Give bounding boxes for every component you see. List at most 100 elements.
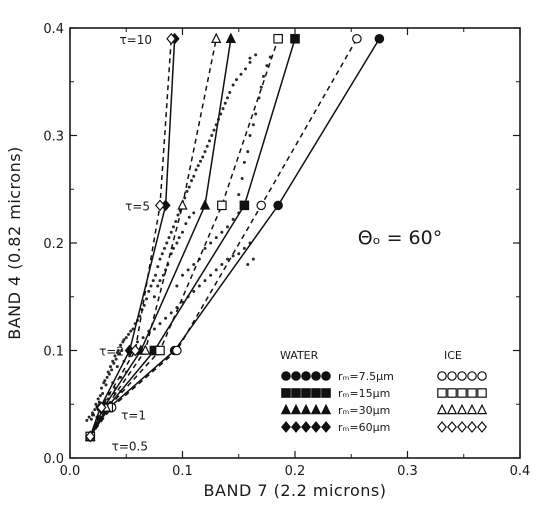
observation-point <box>89 417 93 421</box>
observation-point <box>197 284 201 288</box>
tau-labels: τ=10 τ=5 τ=2 τ=1 τ=0.5 <box>99 33 152 454</box>
legend-radius-label: rₘ=15μm <box>338 387 390 400</box>
legend-ice-header: ICE <box>444 349 462 362</box>
observation-point <box>169 230 173 234</box>
legend-water-triangle-marker <box>300 403 312 415</box>
observation-point <box>231 254 235 258</box>
observation-point <box>91 413 94 417</box>
tau-label: τ=2 <box>99 345 124 359</box>
observation-point <box>184 222 188 226</box>
observation-point <box>158 257 162 261</box>
observation-point <box>109 365 112 369</box>
tau-label: τ=10 <box>119 33 152 47</box>
observation-point <box>156 265 160 269</box>
observation-point <box>203 246 207 250</box>
observation-point <box>181 230 184 234</box>
observation-point <box>141 336 145 340</box>
observation-point <box>105 375 109 379</box>
tau-label: τ=1 <box>121 408 146 422</box>
legend-water-triangle-marker <box>280 403 292 415</box>
observation-point <box>237 252 241 256</box>
water-circle-marker <box>273 200 283 211</box>
observation-point <box>209 241 213 245</box>
observation-point <box>177 236 181 240</box>
observation-point <box>175 241 179 245</box>
observation-point <box>113 354 117 358</box>
observation-point <box>231 83 235 87</box>
ice-circle-marker <box>172 345 182 356</box>
observation-point <box>231 217 235 221</box>
legend-ice-circle-marker <box>457 371 467 381</box>
observation-point <box>93 408 97 412</box>
legend-radius-label: rₘ=60μm <box>338 421 390 434</box>
observation-point <box>210 134 214 137</box>
ice-curve-diamond <box>89 38 172 437</box>
y-axis-label: BAND 4 (0.82 microns) <box>5 146 24 340</box>
observation-point <box>183 196 187 200</box>
observation-points <box>85 53 272 422</box>
tau-label: τ=0.5 <box>112 440 148 454</box>
observation-point <box>154 273 157 277</box>
legend: WATER ICE rₘ=7.5μm rₘ=15μm rₘ=30μm rₘ=60μm <box>280 349 488 434</box>
observation-point <box>239 72 243 76</box>
water-triangle-marker <box>225 32 237 43</box>
observation-point <box>246 263 250 266</box>
solar-zenith-annotation: Θₒ = 60° <box>358 227 443 249</box>
water-curve-circle <box>89 38 381 437</box>
legend-water-triangle-marker <box>320 403 332 415</box>
ice-square-marker <box>217 200 227 211</box>
observation-point <box>246 150 250 154</box>
observation-point <box>116 349 120 352</box>
observation-point <box>201 155 205 159</box>
observation-point <box>254 112 258 116</box>
y-tick-label: 0.1 <box>43 345 64 360</box>
observation-point <box>158 322 162 326</box>
legend-rows: rₘ=7.5μm rₘ=15μm rₘ=30μm rₘ=60μm <box>280 370 488 434</box>
observation-point <box>192 263 196 266</box>
ice-triangle-marker <box>211 32 222 43</box>
legend-ice-diamond-marker <box>437 421 447 433</box>
observation-point <box>192 211 196 215</box>
legend-ice-square-marker <box>467 388 477 398</box>
y-tick-label: 0.3 <box>43 130 64 145</box>
ice-diamond-marker <box>96 401 107 414</box>
observation-point <box>209 273 213 277</box>
observation-point <box>242 160 246 164</box>
observation-point <box>186 268 190 272</box>
legend-water-diamond-marker <box>301 421 311 433</box>
y-tick-label: 0.0 <box>43 452 64 467</box>
observation-point <box>235 78 238 82</box>
legend-ice-square-marker <box>477 388 487 398</box>
ice-diamond-marker <box>85 430 96 443</box>
legend-ice-triangle-marker <box>456 403 468 415</box>
observation-point <box>151 279 155 283</box>
legend-water-diamond-marker <box>321 421 331 433</box>
observation-point <box>160 252 164 256</box>
legend-water-circle-marker <box>291 371 301 381</box>
observation-point <box>119 343 123 347</box>
observation-point <box>244 67 247 71</box>
observation-point <box>85 418 89 422</box>
legend-ice-triangle-marker <box>436 403 448 415</box>
ice-circle-marker <box>352 33 362 44</box>
observation-point <box>174 220 178 223</box>
observation-point <box>220 263 224 266</box>
ice-square-marker <box>155 345 165 356</box>
observation-point <box>101 392 105 395</box>
ice-triangle-marker <box>177 199 188 210</box>
legend-water-header: WATER <box>280 349 319 362</box>
observation-point <box>158 279 162 283</box>
ice-curve-triangle <box>89 38 217 437</box>
legend-water-square-marker <box>321 388 331 398</box>
legend-ice-triangle-marker <box>476 403 488 415</box>
legend-water-circle-marker <box>321 371 331 381</box>
legend-ice-triangle-marker <box>466 403 478 415</box>
x-tick-label: 0.3 <box>397 464 418 479</box>
observation-point <box>107 372 111 376</box>
observation-point <box>118 352 121 356</box>
observation-point <box>223 101 227 105</box>
observation-point <box>164 316 168 320</box>
observation-point <box>172 225 175 229</box>
observation-point <box>212 128 216 132</box>
